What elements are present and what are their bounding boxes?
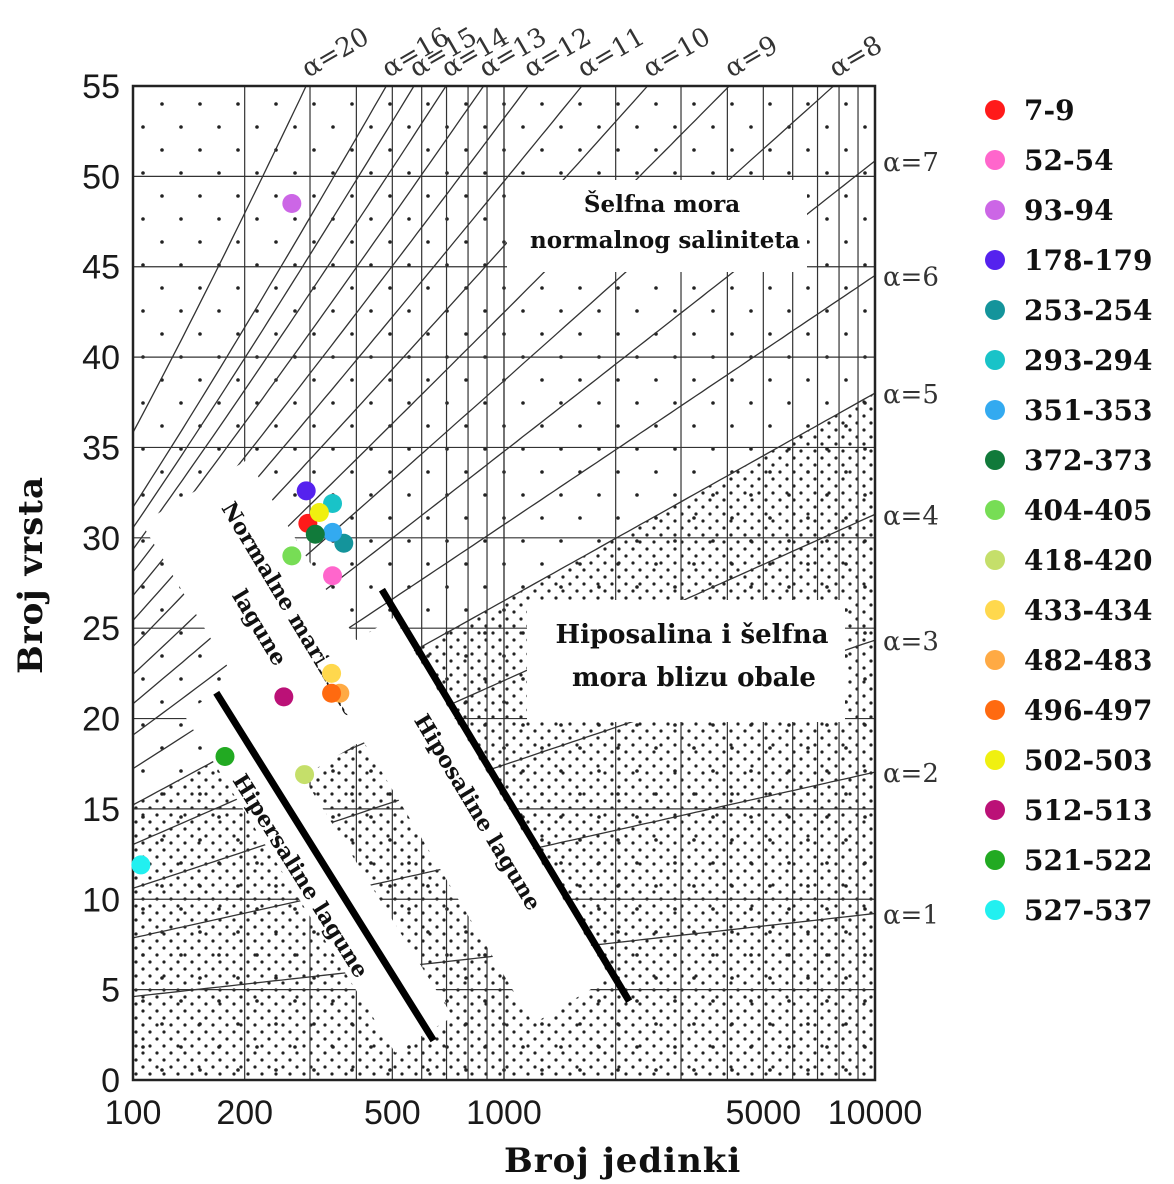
- alpha-label: α=9: [720, 30, 783, 84]
- y-tick-label: 0: [101, 1062, 120, 1100]
- legend-label: 418-420: [1024, 544, 1153, 577]
- legend-label: 93-94: [1024, 194, 1114, 227]
- legend-marker: [985, 250, 1005, 270]
- data-point: [322, 683, 342, 703]
- legend-label: 178-179: [1024, 244, 1153, 277]
- x-tick-label: 200: [216, 1094, 273, 1132]
- data-point: [323, 522, 343, 542]
- y-tick-label: 25: [82, 610, 120, 648]
- legend-marker: [985, 900, 1005, 920]
- y-tick-label: 30: [82, 520, 120, 558]
- legend-label: 293-294: [1024, 344, 1153, 377]
- x-tick-label: 10000: [828, 1094, 923, 1132]
- data-point: [282, 546, 302, 566]
- legend-label: 404-405: [1024, 494, 1153, 527]
- data-point: [296, 481, 316, 501]
- legend-label: 7-9: [1024, 94, 1075, 127]
- alpha-line: [133, 86, 388, 508]
- plot-frame: [131, 84, 877, 1082]
- region-shelf-line1: Šelfna mora: [584, 191, 740, 218]
- data-point: [274, 687, 294, 707]
- data-point: [131, 855, 151, 875]
- legend-label: 433-434: [1024, 594, 1153, 627]
- alpha-line: [133, 86, 415, 529]
- legend-label: 512-513: [1024, 794, 1153, 827]
- legend: 7-9 52-54 93-94 178-179 253-254 293-294 351-35…: [985, 94, 1153, 927]
- legend-marker: [985, 200, 1005, 220]
- legend-label: 372-373: [1024, 444, 1153, 477]
- alpha-label: α=5: [883, 380, 939, 410]
- legend-marker: [985, 650, 1005, 670]
- legend-marker: [985, 600, 1005, 620]
- data-point: [215, 746, 235, 766]
- legend-marker: [985, 300, 1005, 320]
- data-point: [322, 663, 342, 683]
- y-axis-ticks: 0 5 10 15 20 25 30 35 40 45 50 55: [82, 68, 120, 1100]
- alpha-line: [133, 86, 485, 573]
- legend-label: 52-54: [1024, 144, 1114, 177]
- alpha-label: α=7: [883, 148, 939, 178]
- y-tick-label: 10: [82, 881, 120, 919]
- alpha-label: α=3: [883, 627, 939, 657]
- legend-marker: [985, 100, 1005, 120]
- legend-marker: [985, 850, 1005, 870]
- alpha-line: [133, 86, 529, 597]
- legend-marker: [985, 150, 1005, 170]
- legend-marker: [985, 750, 1005, 770]
- legend-marker: [985, 450, 1005, 470]
- alpha-label: α=6: [883, 262, 939, 292]
- legend-marker: [985, 500, 1005, 520]
- region-shelf-line2: normalnog saliniteta: [530, 227, 800, 254]
- y-tick-label: 40: [82, 339, 120, 377]
- alpha-line: [133, 86, 307, 433]
- legend-marker: [985, 800, 1005, 820]
- data-points: [131, 193, 354, 875]
- alpha-label: α=1: [883, 901, 939, 931]
- y-tick-label: 20: [82, 701, 120, 739]
- region-hyposaline-line2: mora blizu obale: [572, 663, 816, 693]
- alpha-label: α=20: [297, 22, 375, 84]
- x-axis-ticks: 100 200 500 1000 5000 10000: [105, 1094, 923, 1132]
- region-hyposaline-line1: Hiposalina i šelfna: [556, 620, 829, 650]
- legend-marker: [985, 550, 1005, 570]
- alpha-line: [133, 86, 447, 550]
- y-tick-label: 50: [82, 158, 120, 196]
- data-point: [305, 524, 325, 544]
- x-tick-label: 500: [364, 1094, 421, 1132]
- legend-marker: [985, 700, 1005, 720]
- region-shelf-normal-salinity: Šelfna mora normalnog saliniteta: [507, 180, 807, 272]
- legend-marker: [985, 400, 1005, 420]
- y-tick-label: 15: [82, 791, 120, 829]
- legend-label: 521-522: [1024, 844, 1153, 877]
- y-tick-label: 5: [101, 972, 120, 1010]
- legend-label: 351-353: [1024, 394, 1153, 427]
- legend-label: 496-497: [1024, 694, 1153, 727]
- x-tick-label: 5000: [725, 1094, 801, 1132]
- data-point: [309, 503, 329, 523]
- x-tick-label: 100: [105, 1094, 162, 1132]
- y-tick-label: 45: [82, 249, 120, 287]
- legend-label: 502-503: [1024, 744, 1153, 777]
- x-tick-label: 1000: [466, 1094, 542, 1132]
- y-tick-label: 55: [82, 68, 120, 106]
- data-point: [295, 765, 315, 785]
- legend-label: 253-254: [1024, 294, 1153, 327]
- legend-label: 527-537: [1024, 894, 1153, 927]
- legend-marker: [985, 350, 1005, 370]
- alpha-label: α=10: [638, 22, 716, 84]
- alpha-label: α=2: [883, 759, 939, 789]
- y-axis-title: Broj vrsta: [11, 476, 51, 674]
- y-tick-label: 35: [82, 429, 120, 467]
- alpha-label: α=8: [824, 30, 887, 84]
- legend-label: 482-483: [1024, 644, 1153, 677]
- data-point: [282, 193, 302, 213]
- alpha-label: α=4: [883, 501, 939, 531]
- region-hyposaline-nearshore: Hiposalina i šelfna mora blizu obale: [527, 600, 845, 722]
- x-axis-title: Broj jedinki: [504, 1141, 741, 1181]
- data-point: [323, 566, 343, 586]
